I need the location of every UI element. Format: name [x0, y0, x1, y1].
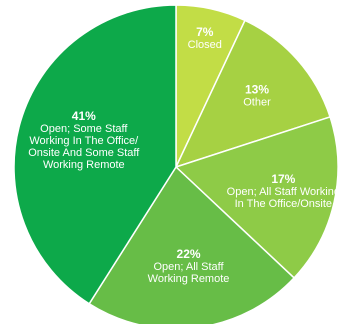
pie-slice-label: Working In The Office/: [29, 135, 139, 147]
pie-percent-label: 13%: [245, 83, 269, 97]
pie-slice-other: [174, 19, 332, 169]
pie-slice-open-all-staff-working-in-the-office-onsite: [174, 115, 339, 279]
pie-slice-label: Onsite And Some Staff: [28, 147, 140, 159]
pie-percent-label: 22%: [177, 247, 201, 261]
pie-slice-label: Closed: [188, 39, 222, 51]
pie-slice-label: Working Remote: [148, 273, 230, 285]
pie-slice-label: Open; Some Staff: [40, 123, 128, 135]
pie-slice-label: Working Remote: [43, 159, 125, 171]
pie-percent-label: 17%: [271, 172, 295, 186]
pie-slice-open-some-staff-working-in-the-office-onsite-and-some-staff-working-remote: [13, 4, 177, 305]
pie-percent-label: 7%: [196, 25, 214, 39]
pie-slice-label: Other: [243, 97, 271, 109]
pie-slice-label: In The Office/Onsite: [235, 198, 332, 210]
pie-percent-label: 41%: [72, 109, 96, 123]
pie-slice-label: Open; All Staff Working: [227, 186, 339, 198]
pie-slice-label: Open; All Staff: [153, 261, 224, 273]
